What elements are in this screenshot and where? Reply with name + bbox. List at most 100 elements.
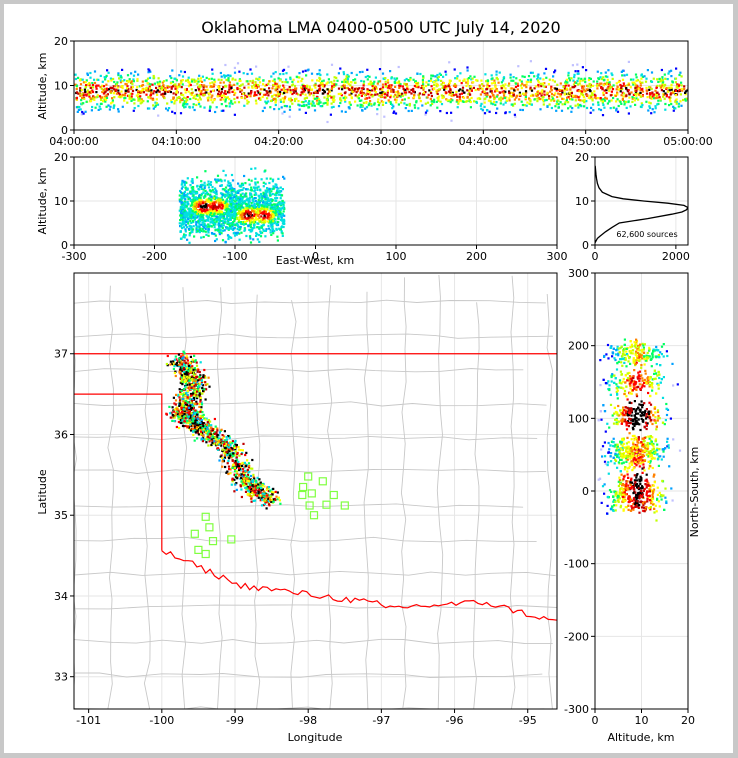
source-point [383, 96, 386, 99]
source-point [215, 432, 218, 435]
source-point [200, 89, 203, 93]
source-point [241, 195, 244, 199]
source-point [631, 81, 634, 84]
source-point [410, 92, 413, 95]
x-tick-label-1-5: 04:50:00 [561, 135, 610, 148]
source-point [185, 88, 188, 91]
source-point [189, 192, 192, 195]
source-point [189, 209, 193, 212]
source-point [268, 219, 271, 223]
source-point [166, 86, 169, 89]
source-point [236, 231, 239, 234]
source-point [246, 211, 249, 214]
source-point [280, 230, 283, 233]
source-point [197, 80, 200, 83]
source-point [458, 95, 461, 99]
source-point [149, 97, 152, 100]
source-point [209, 193, 212, 196]
source-point [249, 226, 252, 229]
source-point [326, 94, 329, 97]
source-point [620, 87, 623, 90]
source-point [301, 88, 304, 91]
source-point [192, 188, 195, 191]
source-point [244, 208, 247, 211]
source-point [183, 217, 186, 220]
source-point [150, 89, 153, 92]
source-point [481, 109, 484, 112]
source-point [499, 99, 503, 102]
source-point [195, 221, 198, 224]
source-point [374, 76, 377, 79]
source-point [259, 97, 262, 100]
source-point [91, 89, 94, 92]
source-point [347, 82, 350, 86]
source-point [119, 79, 122, 82]
source-point [273, 78, 276, 81]
source-point [392, 111, 395, 114]
source-point [76, 110, 79, 113]
source-point [185, 215, 188, 218]
source-point [422, 83, 425, 86]
source-point [541, 92, 544, 95]
source-point [244, 182, 247, 185]
source-point [537, 73, 540, 76]
source-point [124, 82, 127, 86]
source-point [279, 197, 282, 200]
source-point [424, 113, 427, 116]
source-point [391, 107, 394, 110]
source-point [326, 88, 329, 91]
source-point [204, 195, 207, 198]
source-point [198, 221, 201, 224]
source-point [305, 104, 308, 107]
source-point [257, 201, 260, 204]
source-point [116, 81, 119, 84]
source-point [254, 215, 257, 218]
source-point [242, 92, 245, 95]
source-point [202, 223, 205, 227]
source-point [190, 186, 193, 189]
source-point [227, 210, 230, 213]
source-point [101, 80, 104, 83]
source-point [316, 91, 319, 94]
source-point [271, 193, 274, 196]
source-point [311, 100, 314, 103]
source-point [406, 85, 409, 88]
source-point [225, 203, 229, 206]
source-point [244, 96, 247, 99]
source-point [208, 208, 211, 211]
source-point [238, 216, 241, 219]
source-point [304, 93, 307, 96]
source-point [233, 66, 236, 69]
source-point [195, 227, 198, 230]
source-point [200, 408, 203, 411]
source-point [584, 80, 587, 84]
source-point [154, 105, 157, 108]
source-point [209, 205, 212, 208]
source-point [427, 93, 430, 96]
source-point [133, 102, 136, 105]
source-point [283, 214, 286, 217]
source-point [485, 95, 488, 98]
source-point [271, 87, 274, 90]
source-point [82, 81, 85, 84]
source-point [664, 108, 667, 111]
source-point [607, 69, 610, 72]
source-point [247, 101, 250, 104]
source-point [355, 87, 358, 90]
source-point [227, 207, 230, 210]
source-point [95, 85, 98, 88]
source-point [140, 98, 143, 101]
source-point [646, 69, 649, 72]
source-point [307, 103, 311, 106]
source-point [330, 80, 333, 84]
source-point [532, 94, 535, 97]
source-point [600, 72, 603, 75]
y-tick-label-1-0: 0 [61, 124, 68, 137]
source-point [680, 87, 683, 90]
source-point [222, 435, 226, 438]
source-point [317, 97, 320, 101]
source-point [460, 82, 463, 85]
source-point [174, 87, 177, 90]
source-point [241, 202, 244, 205]
source-count-annotation: 62,600 sources [616, 230, 677, 239]
